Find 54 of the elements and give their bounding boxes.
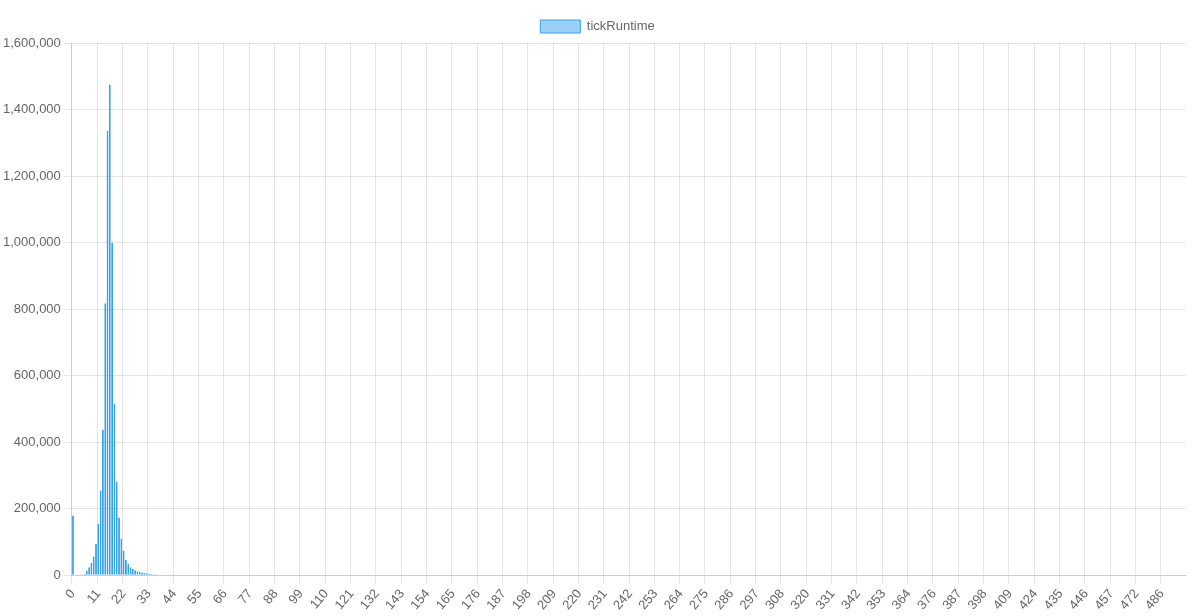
x-tick-label: 331	[812, 585, 838, 613]
x-tick-label: 409	[989, 585, 1016, 613]
x-tick-label: 154	[407, 585, 433, 613]
x-tick-label: 446	[1065, 585, 1092, 613]
x-tick-label: 88	[259, 585, 281, 607]
x-tick-label: 187	[483, 585, 509, 613]
y-tick-label: 200,000	[13, 500, 61, 516]
x-tick-label: 472	[1116, 585, 1142, 613]
x-tick-label: 0	[61, 585, 79, 602]
x-tick-label: 110	[306, 585, 332, 612]
x-tick-label: 435	[1040, 585, 1066, 613]
x-tick-label: 176	[457, 585, 484, 613]
x-tick-label: 353	[863, 585, 889, 613]
x-tick-label: 143	[381, 585, 408, 613]
y-tick-label: 1,200,000	[2, 167, 61, 183]
x-tick-label: 198	[508, 585, 534, 613]
x-tick-label: 253	[635, 585, 661, 613]
y-tick-label: 1,600,000	[2, 34, 61, 50]
x-tick-label: 286	[711, 585, 737, 613]
y-tick-label: 1,400,000	[2, 101, 61, 117]
x-tick-label: 364	[888, 585, 914, 613]
x-tick-label: 242	[609, 585, 636, 613]
x-tick-label: 11	[83, 585, 104, 606]
y-tick-label: 800,000	[13, 300, 61, 316]
x-tick-label: 457	[1090, 585, 1117, 613]
x-tick-label: 33	[133, 585, 154, 607]
x-tick-label: 132	[356, 585, 382, 613]
y-tick-label: 1,000,000	[2, 234, 61, 250]
x-tick-label: 220	[559, 585, 585, 613]
y-tick-label: 400,000	[13, 433, 61, 449]
x-tick-label: 231	[584, 585, 610, 613]
x-tick-label: 66	[209, 585, 230, 607]
x-tick-label: 209	[533, 585, 560, 613]
x-tick-label: 387	[939, 585, 965, 613]
x-tick-label: 121	[331, 585, 357, 613]
x-tick-label: 77	[234, 585, 256, 607]
x-tick-label: 275	[685, 585, 712, 613]
x-tick-label: 308	[761, 585, 788, 613]
x-tick-label: 264	[660, 585, 686, 613]
x-tick-label: 342	[837, 585, 864, 613]
x-tick-label: 486	[1141, 585, 1168, 613]
x-tick-label: 424	[1015, 585, 1041, 613]
x-tick-label: 55	[183, 585, 205, 607]
x-tick-label: 22	[107, 585, 129, 607]
x-tick-label: 44	[158, 585, 180, 607]
x-tick-label: 320	[787, 585, 813, 613]
y-tick-label: 600,000	[13, 367, 61, 383]
x-tick-label: 398	[964, 585, 990, 613]
y-tick-label: 0	[53, 566, 61, 582]
x-tick-label: 297	[736, 585, 762, 613]
x-tick-label: 165	[432, 585, 458, 613]
legend-label: tickRuntime	[586, 18, 655, 34]
x-tick-label: 99	[285, 585, 306, 607]
x-tick-label: 376	[913, 585, 940, 613]
